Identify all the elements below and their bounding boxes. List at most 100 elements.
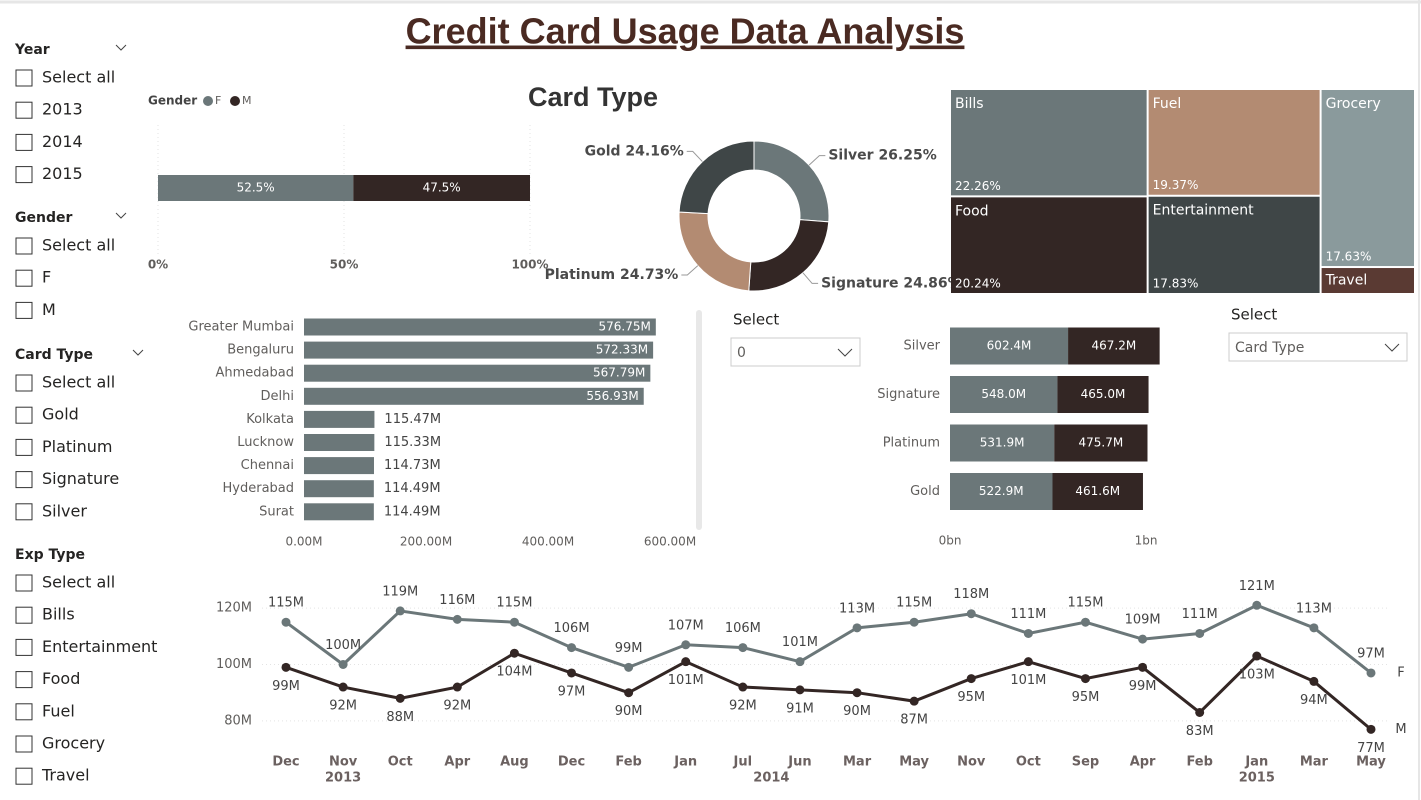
bar (304, 434, 375, 451)
chevron (1384, 343, 1400, 352)
data-label: 572.33M (596, 343, 648, 357)
slicer-option: Travel (41, 766, 90, 785)
checkbox[interactable] (15, 237, 33, 255)
data-label: 106M (554, 621, 590, 636)
slicer-option: Silver (42, 501, 87, 520)
scrollbar[interactable] (696, 310, 702, 530)
tile-label: Bills (955, 96, 984, 112)
slicer-option: Select all (42, 68, 115, 87)
bar-segment (1052, 473, 1143, 510)
point (909, 696, 919, 706)
pie-label-value: 24.86% (903, 275, 961, 291)
data-label: 602.4M (987, 339, 1032, 353)
x-tick-label: Mar (1300, 755, 1329, 770)
checkbox[interactable] (15, 735, 33, 753)
data-label: 90M (615, 704, 643, 719)
data-label: 94M (1300, 693, 1328, 708)
data-label: 115.47M (384, 412, 441, 427)
x-tick-label: Jun (787, 755, 811, 770)
bar (304, 341, 654, 359)
data-label: 556.93M (586, 389, 638, 403)
point (966, 609, 976, 619)
data-label: 107M (668, 618, 704, 633)
dropdown[interactable] (730, 337, 861, 367)
data-label: 101M (1010, 673, 1046, 688)
leader-line (802, 272, 819, 284)
tile-value: 20.24% (955, 277, 1001, 291)
pie-label-value: 26.25% (878, 148, 936, 164)
point (624, 688, 634, 698)
checkbox[interactable] (15, 374, 33, 392)
data-label: 106M (725, 621, 761, 636)
checkbox[interactable] (15, 638, 33, 656)
checkbox[interactable] (15, 301, 33, 319)
pie-slice (753, 140, 830, 223)
point (395, 606, 405, 616)
point (852, 623, 862, 633)
legend-label: M (242, 94, 252, 107)
checkbox[interactable] (15, 503, 33, 521)
checkbox[interactable] (15, 671, 33, 689)
checkbox[interactable] (15, 574, 33, 592)
slicer-title: Gender (15, 210, 72, 226)
data-label: 114.73M (384, 458, 441, 473)
checkbox[interactable] (15, 101, 33, 119)
data-label: 115M (268, 596, 304, 611)
pie-label-category: Silver (828, 148, 873, 164)
data-label: 99M (615, 641, 643, 656)
point (852, 688, 862, 698)
y-tick-label: Signature (877, 387, 940, 402)
bar (304, 410, 375, 428)
point (395, 693, 405, 703)
slicer-title: Year (14, 42, 50, 58)
checkbox[interactable] (15, 69, 33, 87)
checkbox[interactable] (15, 166, 33, 184)
checkbox[interactable] (15, 438, 33, 456)
checkbox[interactable] (15, 606, 33, 624)
slicer-title: Exp Type (15, 547, 85, 563)
chevron[interactable] (115, 212, 127, 219)
x-tick-label: 0% (148, 258, 168, 272)
y-tick-label: Greater Mumbai (188, 320, 294, 335)
x-tick-label: 600.00M (644, 535, 696, 549)
legend-title: Gender (148, 94, 197, 108)
tile-label: Travel (1325, 273, 1368, 289)
bar (304, 480, 374, 498)
pie-label: Silver 26.25% (828, 148, 936, 164)
x-tick-label: Feb (1186, 755, 1212, 770)
chevron[interactable] (132, 349, 144, 356)
checkbox[interactable] (15, 269, 33, 287)
slicer-option: 2014 (42, 132, 83, 151)
data-label: 97M (1357, 646, 1385, 661)
checkbox[interactable] (15, 471, 33, 489)
data-label: 461.6M (1075, 484, 1120, 498)
tile-value: 19.37% (1153, 178, 1199, 192)
checkbox[interactable] (15, 133, 33, 151)
dropdown[interactable] (1228, 332, 1408, 362)
x-tick-label: 100% (511, 258, 548, 272)
point (1309, 623, 1319, 633)
checkbox[interactable] (15, 406, 33, 424)
page-title: Credit Card Usage Data Analysis (406, 11, 965, 52)
point (681, 657, 691, 667)
y-tick-label: Chennai (241, 458, 294, 473)
pie-label-category: Signature (821, 275, 898, 291)
chevron[interactable] (115, 44, 127, 51)
point (966, 674, 976, 684)
slicer-option: M (42, 300, 56, 319)
y-tick-label: Gold (910, 484, 940, 499)
slicer-option: Grocery (42, 734, 105, 753)
point (795, 685, 805, 695)
data-label: 99M (1129, 679, 1157, 694)
checkbox[interactable] (15, 703, 33, 721)
data-label: 111M (1010, 607, 1046, 622)
data-label: 467.2M (1091, 339, 1136, 353)
x-tick-label: 50% (330, 258, 359, 272)
checkbox[interactable] (15, 767, 33, 785)
data-label: 101M (782, 635, 818, 650)
data-label: 115M (1067, 596, 1103, 611)
point (1252, 600, 1262, 610)
y-tick-label: Delhi (261, 389, 294, 404)
x-tick-label: Mar (843, 755, 872, 770)
y-tick-label: 80M (224, 713, 252, 728)
